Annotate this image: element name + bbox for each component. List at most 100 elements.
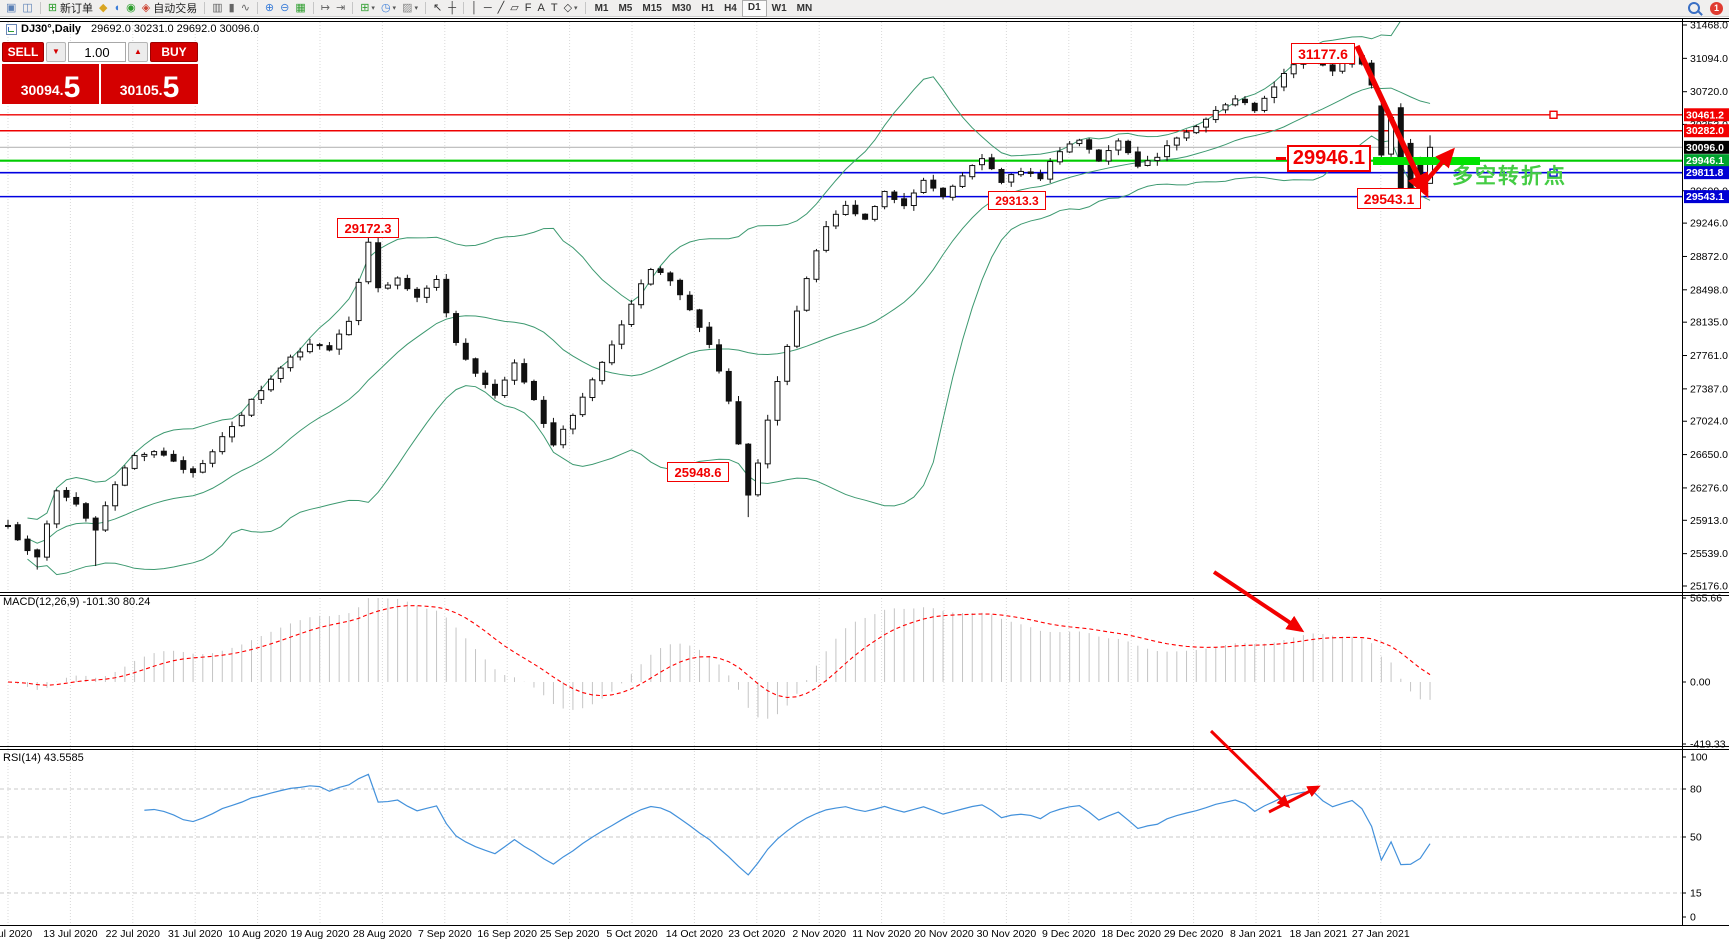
timeframe-button-d1[interactable]: D1 [741, 0, 767, 17]
signals-icon: ◉ [126, 1, 136, 14]
fibonacci-icon[interactable]: F [522, 1, 535, 16]
volume-increase-button[interactable]: ▲ [128, 42, 148, 62]
add-indicator-icon[interactable]: ⊞ ▾ [357, 1, 378, 16]
timeframe-button-h4[interactable]: H4 [724, 2, 737, 14]
turning-point-text[interactable]: 多空转折点 [1452, 165, 1567, 188]
key-level-label[interactable]: 29946.1 [1276, 145, 1371, 172]
sell-button[interactable]: SELL [2, 42, 44, 62]
text-label-icon[interactable]: T [548, 1, 561, 16]
dropdown-caret-icon: ▾ [371, 5, 375, 12]
sell-price-big-digit: 5 [63, 71, 81, 104]
date-axis-label: 25 Sep 2020 [540, 928, 600, 940]
toolbar-separator [204, 2, 206, 14]
support-label[interactable]: 29313.3 [988, 191, 1046, 210]
september-high-label[interactable]: 29172.3 [337, 218, 399, 238]
timeframe-button-m1[interactable]: M1 [594, 2, 609, 14]
price-axis-tick: 28135.0 [1690, 317, 1728, 329]
price-drop-arrow[interactable] [1354, 44, 1429, 198]
price-axis-tick: 25913.0 [1690, 515, 1728, 527]
volume-decrease-button[interactable]: ▼ [46, 42, 66, 62]
price-axis-tick: 27387.0 [1690, 383, 1728, 395]
chart-shift-icon[interactable]: ⇥ [333, 1, 348, 16]
price-badge [1684, 124, 1729, 138]
high-price-label[interactable]: 31177.6 [1291, 43, 1355, 64]
trendline-icon[interactable]: ╱ [495, 1, 508, 16]
date-axis-label: 20 Nov 2020 [914, 928, 974, 940]
timeframe-button-w1[interactable]: W1 [771, 2, 787, 14]
date-axis-label: 7 Sep 2020 [418, 928, 472, 940]
price-axis-tick: 31468.0 [1690, 20, 1728, 32]
rsi-down-arrow[interactable] [1209, 729, 1291, 809]
autotrading-button[interactable]: ◈ 自动交易 [139, 1, 200, 16]
new-order-button[interactable]: ⊞ 新订单 [45, 1, 96, 16]
line-handle[interactable] [1549, 110, 1558, 119]
buy-price[interactable]: 30105. 5 [101, 64, 198, 104]
date-axis-label: 22 Jul 2020 [106, 928, 160, 940]
october-low-label[interactable]: 25948.6 [667, 462, 729, 482]
tile-windows-icon[interactable]: ▦ [292, 1, 308, 16]
timeframe-button-m5[interactable]: M5 [618, 2, 633, 14]
date-axis-label: 27 Jan 2021 [1352, 928, 1410, 940]
gold-icon[interactable]: ◆ [96, 1, 110, 16]
timeframe-button-m15[interactable]: M15 [642, 2, 662, 14]
crosshair-icon: ┼ [448, 1, 456, 14]
notification-badge[interactable]: 1 [1710, 1, 1723, 15]
timeframe-button-mn[interactable]: MN [796, 2, 813, 14]
cursor-icon[interactable]: ↖ [430, 1, 445, 16]
zoom-out-icon[interactable]: ⊖ [277, 1, 292, 16]
macd-axis-tick: 0.00 [1690, 677, 1711, 689]
price-axis-tick: 30720.0 [1690, 86, 1728, 98]
search-icon[interactable] [1688, 2, 1700, 14]
auto-scroll-icon: ↦ [320, 1, 330, 14]
sell-price[interactable]: 30094. 5 [2, 64, 99, 104]
candlestick-mode-icon[interactable]: ▮ [226, 1, 238, 16]
horizontal-line-icon: ─ [483, 1, 492, 14]
auto-scroll-icon[interactable]: ↦ [318, 1, 333, 16]
market-depth-icon[interactable]: ◖ [111, 1, 124, 16]
channel-icon[interactable]: ▱ [507, 1, 521, 16]
period-clock-icon[interactable]: ◷ ▾ [378, 1, 399, 16]
buy-button[interactable]: BUY [150, 42, 198, 62]
price-badge-value: 29811.8 [1686, 167, 1724, 179]
signals-icon[interactable]: ◉ [123, 1, 139, 16]
line-handle[interactable] [1549, 168, 1558, 177]
horizontal-line-icon[interactable]: ─ [481, 1, 495, 16]
toolbar-separator [352, 2, 354, 14]
shapes-icon[interactable]: ◇ ▾ [561, 1, 581, 16]
fibonacci-icon: F [524, 1, 532, 14]
text-icon[interactable]: A [535, 1, 548, 16]
rsi-up-arrow[interactable] [1268, 785, 1321, 814]
price-axis-tick: 25539.0 [1690, 548, 1728, 560]
new-order-button: ⊞ [47, 1, 58, 14]
shapes-icon: ◇ [563, 1, 573, 14]
dropdown-caret-icon: ▾ [414, 5, 418, 12]
add-indicator-icon: ⊞ [360, 1, 370, 14]
line-chart-mode-icon: ∿ [240, 1, 250, 14]
drop-target-label[interactable]: 29543.1 [1357, 188, 1421, 209]
crosshair-icon[interactable]: ┼ [445, 1, 459, 16]
rsi-series [144, 773, 1431, 876]
zoom-in-icon[interactable]: ⊕ [262, 1, 277, 16]
candlesticks[interactable] [5, 50, 1434, 570]
price-badge-value: 29946.1 [1686, 155, 1724, 167]
line-chart-mode-icon[interactable]: ∿ [238, 1, 253, 16]
date-axis-label: 23 Oct 2020 [728, 928, 785, 940]
price-badge [1684, 190, 1729, 204]
key-level-highlight[interactable] [1373, 157, 1480, 165]
date-axis-label: 2 Nov 2020 [792, 928, 846, 940]
chart-window-icon[interactable]: ▣ [3, 1, 19, 16]
timeframe-button-h1[interactable]: H1 [701, 2, 715, 14]
bar-chart-mode-icon[interactable]: ▥ [209, 1, 225, 16]
volume-input[interactable] [68, 42, 126, 62]
template-icon[interactable]: ▨ ▾ [399, 1, 421, 16]
timeframe-button-m30[interactable]: M30 [671, 2, 692, 14]
price-badge [1684, 108, 1729, 122]
vertical-line-icon[interactable]: │ [468, 1, 481, 16]
chart-profile-icon[interactable]: ◫ [19, 1, 35, 16]
price-bounce-arrow[interactable] [1417, 147, 1455, 191]
toolbar-separator [312, 2, 314, 14]
toolbar-separator [424, 2, 426, 14]
macd-down-arrow[interactable] [1212, 570, 1305, 633]
one-click-trade-panel: SELL ▼ ▲ BUY 30094. 5 30105. 5 [2, 42, 198, 104]
